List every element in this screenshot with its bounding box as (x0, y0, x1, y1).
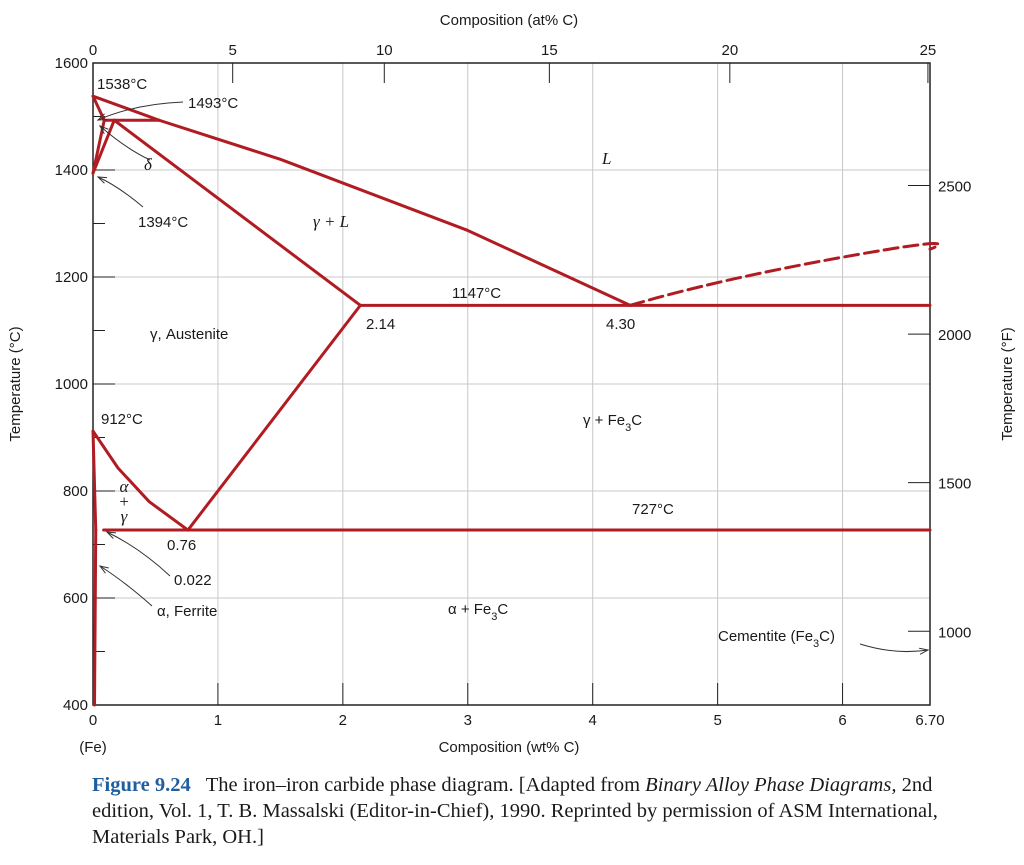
annotation-gammaL: γ + L (313, 212, 349, 231)
annotation-c076: 0.76 (167, 537, 196, 554)
phase-line-delta-solvus-lower (91, 118, 116, 175)
phase-line-acm-line (186, 303, 362, 532)
arrowhead-cementite (919, 647, 930, 655)
arrowhead-0022 (105, 531, 117, 539)
y-axis-label: Temperature (°C) (7, 326, 24, 441)
y-tick-label-0: 400 (63, 697, 88, 714)
leader-cementite (859, 643, 929, 653)
x-tick-label-0: 0 (89, 712, 97, 729)
x-tick-label-7: 6.70 (915, 712, 944, 729)
leader-lines (96, 101, 930, 655)
top-tick-label-0: 0 (89, 42, 97, 59)
leader-ferrite (99, 565, 153, 607)
figure-caption: Figure 9.24 The iron–iron carbide phase … (92, 772, 992, 850)
figure-number: Figure 9.24 (92, 774, 191, 796)
annotation-t1147: 1147°C (452, 285, 501, 302)
annotation-alphaFe3C: α + Fe3C (448, 601, 508, 623)
x-origin-label: (Fe) (79, 739, 107, 756)
leader-0022 (106, 531, 171, 577)
y-tick-label-2: 800 (63, 483, 88, 500)
annotation-t912: 912°C (101, 411, 143, 428)
annotation-c0022: 0.022 (174, 572, 212, 589)
y-axis-right-label: Temperature (°F) (999, 327, 1016, 441)
annotation-delta: δ (144, 155, 153, 174)
annotation-cementite: Cementite (Fe3C) (718, 628, 835, 650)
annotation-t1538: 1538°C (97, 76, 147, 93)
y-tick-label-1: 600 (63, 590, 88, 607)
x-tick-label-4: 4 (589, 712, 597, 729)
annotation-t727: 727°C (632, 501, 674, 518)
leader-delta (99, 125, 151, 161)
caption-book-title: Binary Alloy Phase Diagrams, (645, 774, 897, 796)
y-tick-label-5: 1400 (55, 162, 88, 179)
x-tick-label-2: 2 (339, 712, 347, 729)
phase-line-ferrite-solvus (92, 528, 98, 707)
top-tick-label-1: 5 (229, 42, 237, 59)
x-axis-label: Composition (wt% C) (439, 739, 580, 756)
annotation-austenite: γ, Austenite (150, 326, 228, 343)
arrowhead-delta (98, 125, 109, 135)
right-tick-label-2: 2000 (938, 327, 971, 344)
phase-lines (91, 94, 941, 707)
caption-text-after: 2nd edition, Vol. 1, T. B. Massalski (Ed… (92, 774, 938, 848)
annotation-t1394: 1394°C (138, 214, 188, 231)
tick-layer (92, 62, 931, 706)
leader-1493 (97, 101, 184, 121)
x-tick-label-5: 5 (713, 712, 721, 729)
arrowhead-ferrite (98, 565, 109, 574)
annotation-t1493: 1493°C (188, 95, 238, 112)
arrowhead-1394 (96, 176, 108, 184)
phase-line-liquidus-delta (91, 94, 161, 122)
annotation-ferrite: α, Ferrite (157, 603, 217, 620)
annotation-gammaFe3C: γ + Fe3C (583, 412, 642, 434)
arrowhead-1493 (96, 113, 108, 121)
phase-line-a3-line (91, 429, 190, 532)
caption-text-before: The iron–iron carbide phase diagram. [Ad… (205, 774, 646, 796)
top-tick-label-3: 15 (541, 42, 558, 59)
y-tick-label-3: 1000 (55, 376, 88, 393)
phase-diagram: Composition (wt% C) Composition (at% C) … (7, 12, 1016, 756)
right-tick-label-1: 1500 (938, 476, 971, 493)
x-tick-label-3: 3 (464, 712, 472, 729)
leader-1394 (97, 176, 144, 208)
top-tick-label-4: 20 (721, 42, 738, 59)
annotation-c214: 2.14 (366, 316, 395, 333)
top-tick-label-2: 10 (376, 42, 393, 59)
right-tick-label-3: 2500 (938, 178, 971, 195)
labels: Composition (wt% C) Composition (at% C) … (7, 12, 1016, 756)
annotation-L: L (601, 149, 611, 168)
annotation-alphaGamma: α + γ (118, 477, 129, 526)
phase-line-austenite-solidus (112, 118, 362, 307)
grid-layer (93, 63, 930, 705)
y-tick-label-6: 1600 (55, 55, 88, 72)
x-tick-label-6: 6 (838, 712, 846, 729)
y-tick-label-4: 1200 (55, 269, 88, 286)
annotation-c430: 4.30 (606, 316, 635, 333)
top-tick-label-5: 25 (920, 42, 937, 59)
phase-line-liquidus-main (157, 118, 632, 307)
x-tick-label-1: 1 (214, 712, 222, 729)
right-tick-label-0: 1000 (938, 624, 971, 641)
phase-line-delta-solvus-upper (91, 118, 106, 175)
phase-line-liquidus-cementite (628, 242, 941, 307)
x-axis-top-label: Composition (at% C) (440, 12, 578, 29)
phase-line-alpha-gamma-boundary (91, 429, 98, 532)
